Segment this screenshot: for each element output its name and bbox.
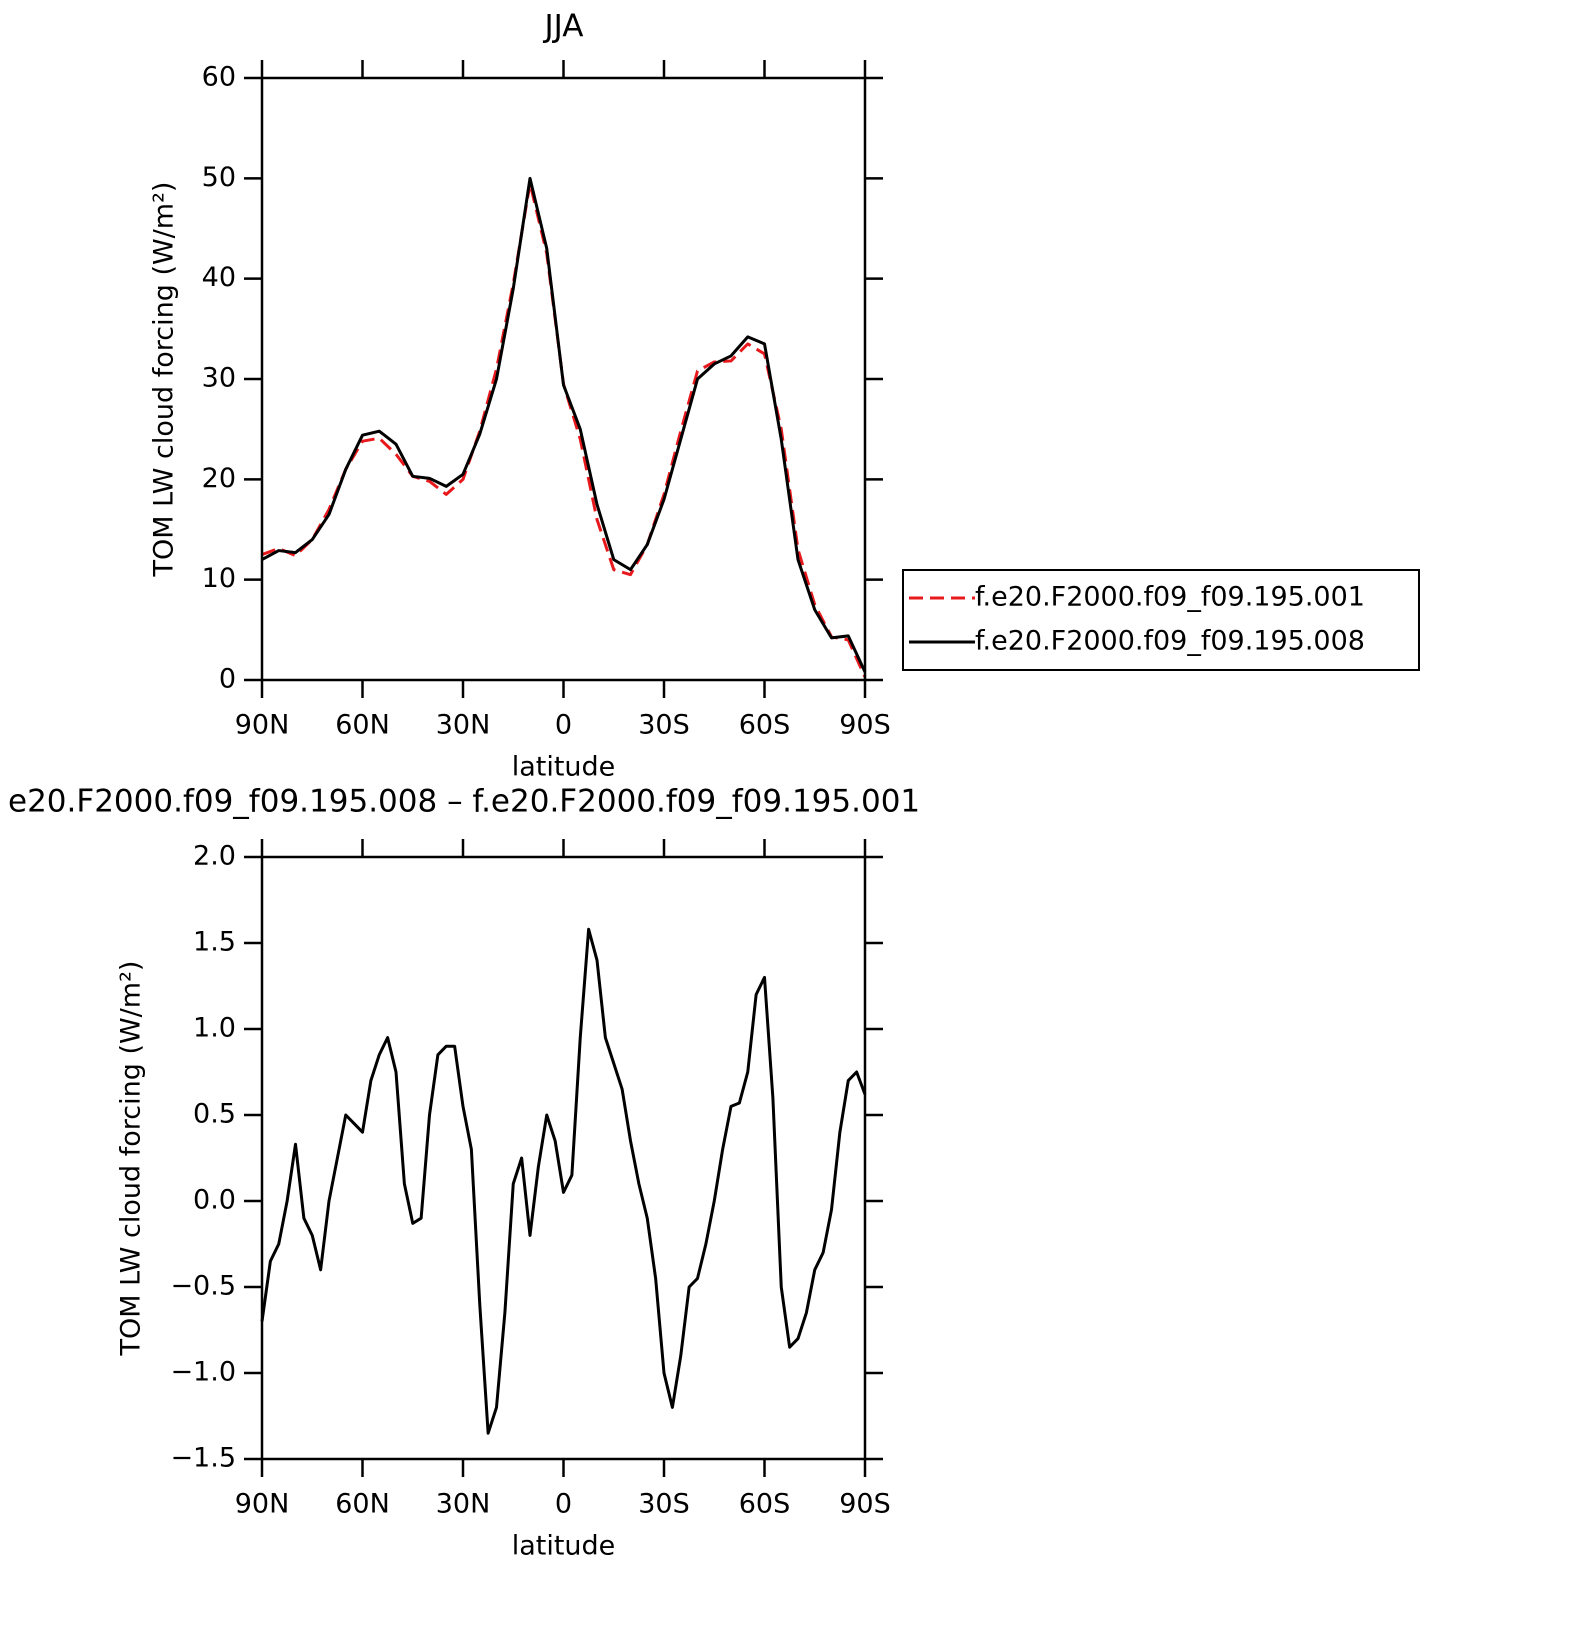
legend: f.e20.F2000.f09_f09.195.001 f.e20.F2000.f… (902, 569, 1420, 671)
y-axis-label: TOM LW cloud forcing (W/m²) (116, 961, 147, 1357)
x-tick-label: 60S (739, 1489, 791, 1520)
chart-title: JJA (543, 9, 584, 45)
x-tick-label: 90N (235, 710, 290, 741)
y-tick-label: 0.0 (193, 1185, 236, 1216)
y-tick-label: 1.5 (193, 927, 236, 958)
y-tick-label: −0.5 (170, 1271, 236, 1302)
data-line (261, 176, 867, 673)
y-tick-label: 30 (202, 363, 236, 394)
y-tick-label: −1.0 (170, 1357, 236, 1388)
y-tick-label: 50 (202, 162, 236, 193)
y-tick-label: 60 (202, 62, 236, 93)
chart-title: e20.F2000.f09_f09.195.008 – f.e20.F2000.… (8, 784, 920, 820)
x-tick-label: 90S (839, 710, 891, 741)
y-tick-label: 1.0 (193, 1013, 236, 1044)
data-line (261, 181, 867, 678)
y-tick-label: −1.5 (170, 1443, 236, 1474)
legend-box (902, 569, 1420, 671)
y-tick-label: 10 (202, 563, 236, 594)
x-tick-label: 30S (638, 710, 690, 741)
x-axis-label: latitude (512, 1531, 616, 1562)
x-tick-label: 30N (436, 710, 491, 741)
y-tick-label: 40 (202, 262, 236, 293)
x-tick-label: 60N (335, 1489, 390, 1520)
plot-frame (260, 855, 867, 1461)
plot-frame (260, 76, 867, 682)
y-tick-label: 20 (202, 463, 236, 494)
data-line (260, 927, 867, 1435)
x-tick-label: 60N (335, 710, 390, 741)
y-tick-label: 0 (219, 664, 236, 695)
x-tick-label: 0 (555, 1489, 572, 1520)
x-tick-label: 30S (638, 1489, 690, 1520)
x-tick-label: 30N (436, 1489, 491, 1520)
x-axis-label: latitude (512, 752, 616, 783)
x-tick-label: 90N (235, 1489, 290, 1520)
legend-label: f.e20.F2000.f09_f09.195.008 (975, 626, 1365, 657)
x-tick-label: 90S (839, 1489, 891, 1520)
legend-label: f.e20.F2000.f09_f09.195.001 (975, 582, 1365, 613)
y-tick-label: 0.5 (193, 1099, 236, 1130)
y-axis-label: TOM LW cloud forcing (W/m²) (149, 182, 180, 578)
y-tick-label: 2.0 (193, 841, 236, 872)
x-tick-label: 60S (739, 710, 791, 741)
x-tick-label: 0 (555, 710, 572, 741)
